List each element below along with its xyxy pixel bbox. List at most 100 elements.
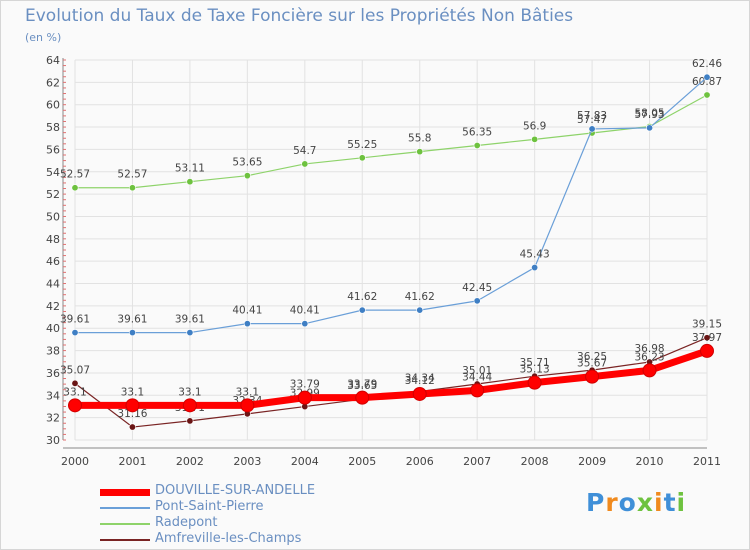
data-point <box>642 363 657 378</box>
y-tick-label: 34 <box>46 389 60 402</box>
data-label: 35.07 <box>60 364 90 376</box>
data-point <box>703 73 711 81</box>
x-tick-label: 2001 <box>118 455 146 468</box>
legend-label: Radepont <box>155 515 218 530</box>
data-label: 33.1 <box>178 386 201 398</box>
data-label: 39.61 <box>117 314 147 326</box>
data-label: 36.98 <box>635 343 665 355</box>
data-point <box>646 124 654 132</box>
data-point <box>358 306 366 314</box>
data-label: 36.25 <box>577 351 607 363</box>
data-label: 34.44 <box>462 371 492 383</box>
x-tick-label: 2009 <box>578 455 606 468</box>
data-label: 41.62 <box>347 291 377 303</box>
y-tick-label: 44 <box>46 278 60 291</box>
data-label: 34.12 <box>405 375 435 387</box>
data-label: 33.79 <box>347 379 377 391</box>
data-point <box>186 178 194 186</box>
data-point <box>301 320 309 328</box>
data-point <box>71 379 79 387</box>
x-tick-label: 2003 <box>233 455 261 468</box>
data-label: 62.46 <box>692 58 722 70</box>
data-label: 57.93 <box>635 109 665 121</box>
x-tick-label: 2007 <box>463 455 491 468</box>
data-label: 57.47 <box>577 114 607 126</box>
legend-swatch <box>100 488 150 496</box>
data-label: 56.9 <box>523 120 546 132</box>
logo-letter: i <box>654 488 664 517</box>
data-point <box>470 383 485 398</box>
data-label: 34.34 <box>405 372 435 384</box>
data-label: 39.61 <box>60 314 90 326</box>
data-label: 54.7 <box>293 145 316 157</box>
data-point <box>531 135 539 143</box>
data-label: 40.41 <box>232 305 262 317</box>
series-radepont: 52.57 52.57 53.11 53.65 54.7 55.25 55.8 56.35 56… <box>60 76 722 192</box>
data-point <box>703 334 711 342</box>
x-tick-label: 2000 <box>61 455 89 468</box>
y-tick-label: 56 <box>46 143 60 156</box>
data-point <box>585 369 600 384</box>
data-point <box>128 329 136 337</box>
data-point <box>703 91 711 99</box>
data-point <box>412 386 427 401</box>
data-label: 45.43 <box>520 249 550 261</box>
data-label: 41.62 <box>405 291 435 303</box>
logo-letter: o <box>618 488 637 517</box>
y-tick-label: 46 <box>46 255 60 268</box>
legend-label: DOUVILLE-SUR-ANDELLE <box>155 483 316 498</box>
series-douville-sur-andelle: 33.1 33.1 33.1 33.1 33.79 33.79 34.12 34.44 35.1… <box>63 332 722 413</box>
data-label: 35.13 <box>520 364 550 376</box>
y-tick-label: 30 <box>46 434 60 447</box>
legend-label: Amfreville-les-Champs <box>155 531 302 546</box>
data-point <box>182 398 197 413</box>
data-point <box>240 398 255 413</box>
logo-letter: t <box>663 488 677 517</box>
x-tick-label: 2008 <box>521 455 549 468</box>
data-point <box>128 423 136 431</box>
x-tick-label: 2004 <box>291 455 319 468</box>
y-tick-label: 42 <box>46 300 60 313</box>
data-label: 35.71 <box>520 357 550 369</box>
data-point <box>186 329 194 337</box>
y-tick-label: 54 <box>46 166 60 179</box>
logo-letter: x <box>636 488 654 517</box>
data-label: 52.57 <box>60 169 90 181</box>
data-label: 52.57 <box>117 169 147 181</box>
y-tick-label: 52 <box>46 188 60 201</box>
legend-swatch <box>100 539 150 541</box>
data-point <box>243 320 251 328</box>
data-label: 35.67 <box>577 358 607 370</box>
y-tick-label: 58 <box>46 121 60 134</box>
data-label: 57.83 <box>577 110 607 122</box>
data-label: 37.97 <box>692 332 722 344</box>
logo-letter: r <box>605 488 619 517</box>
y-tick-label: 40 <box>46 322 60 335</box>
data-point <box>416 148 424 156</box>
data-label: 35.01 <box>462 365 492 377</box>
y-tick-label: 48 <box>46 233 60 246</box>
y-tick-label: 50 <box>46 210 60 223</box>
data-point <box>527 375 542 390</box>
y-tick-label: 38 <box>46 345 60 358</box>
series-line <box>75 76 708 334</box>
x-tick-label: 2005 <box>348 455 376 468</box>
proxiti-logo: Proxiti <box>586 488 686 517</box>
data-label: 33.1 <box>236 386 259 398</box>
data-label: 55.8 <box>408 133 431 145</box>
data-label: 36.23 <box>635 351 665 363</box>
legend-swatch <box>100 507 150 509</box>
data-label: 55.25 <box>347 139 377 151</box>
data-label: 39.15 <box>692 319 722 331</box>
data-label: 33.1 <box>63 386 86 398</box>
series-line <box>75 94 708 189</box>
data-point <box>416 306 424 314</box>
data-point <box>243 172 251 180</box>
legend-label: Pont-Saint-Pierre <box>155 499 264 514</box>
y-tick-label: 62 <box>46 76 60 89</box>
data-point <box>71 329 79 337</box>
y-tick-label: 64 <box>46 54 60 67</box>
chart-title: Evolution du Taux de Taxe Foncière sur l… <box>25 6 574 26</box>
